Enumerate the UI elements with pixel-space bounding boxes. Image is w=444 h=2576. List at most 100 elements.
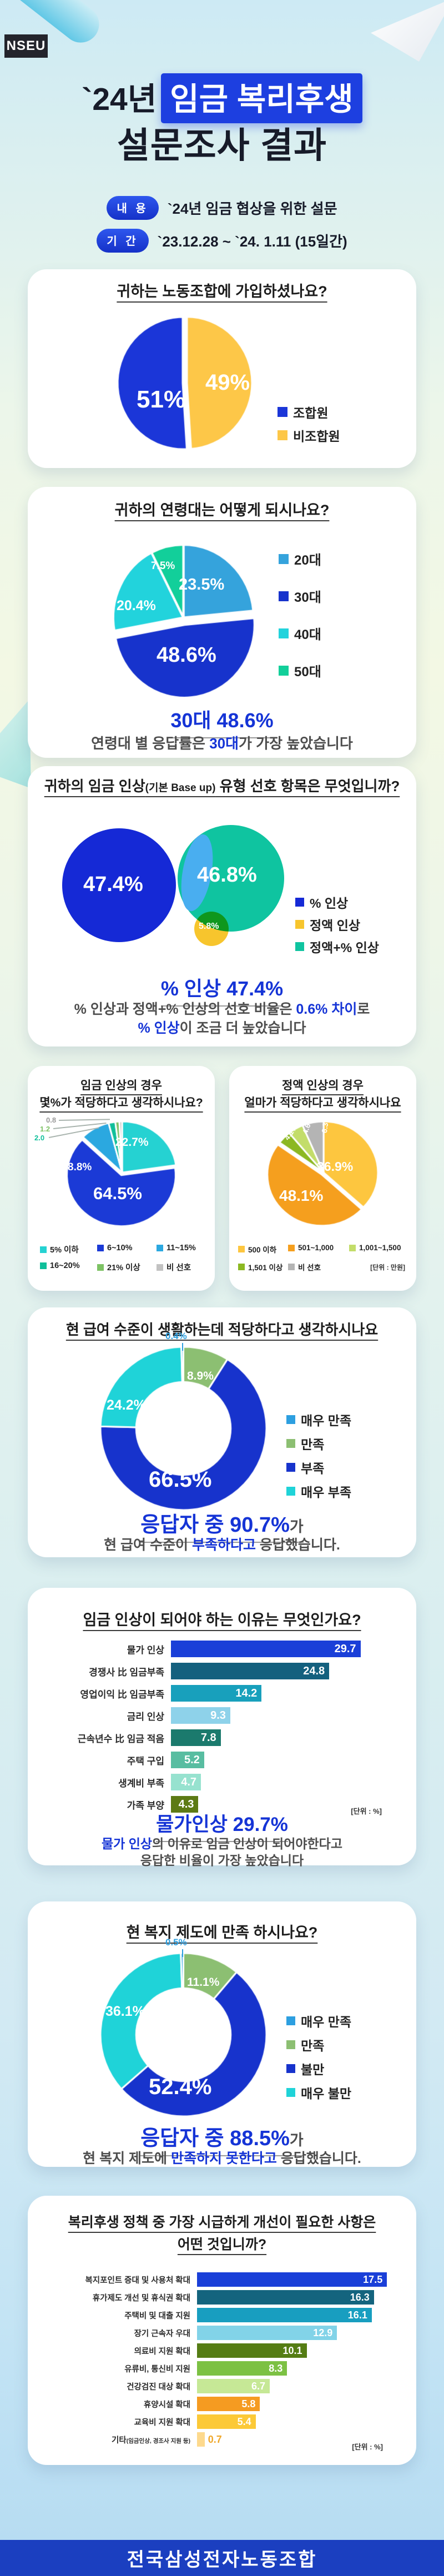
legend-percent-raise: % 인상 bbox=[295, 893, 348, 912]
legend-label-5under: 5% 이하 bbox=[50, 1246, 79, 1255]
raise-percent-pie-chart bbox=[63, 1117, 181, 1228]
legend-flat-raise: 정액 인상 bbox=[295, 915, 360, 934]
pie-label-member: 51% bbox=[137, 386, 186, 413]
conclusion-age-line: 연령대 별 응답률은 30대가 가장 높았습니다 bbox=[91, 735, 353, 752]
legend-label-veryshort: 매우 부족 bbox=[301, 1485, 352, 1500]
legend-swatch-500under bbox=[238, 1246, 245, 1252]
bar-row: 경쟁사 比 임금부족 24.8 bbox=[60, 1663, 362, 1679]
legend-swatch-w1 bbox=[286, 2016, 295, 2025]
legend-label-member: 조합원 bbox=[293, 406, 329, 420]
unit-note-reasons: [단위 : %] bbox=[351, 1807, 382, 1815]
legend-nonmember: 비조합원 bbox=[278, 426, 340, 445]
bar-row: 생계비 부족 4.7 bbox=[60, 1774, 362, 1790]
pie-label-16to20: 2.0 bbox=[34, 1134, 45, 1142]
legend-salary-2: 만족 bbox=[286, 1434, 324, 1453]
legend-swatch-6to10 bbox=[97, 1245, 104, 1251]
donut-label-verysat-w: 0.5% bbox=[165, 1937, 187, 1948]
raise-amount-pie-chart bbox=[265, 1117, 382, 1228]
salary-donut-chart bbox=[99, 1345, 268, 1512]
unit-note-improve: [단위 : %] bbox=[352, 2443, 383, 2451]
conclusion-reasons-headline: 물가인상 29.7% bbox=[28, 1809, 416, 1842]
legend-label-percent: % 인상 bbox=[310, 896, 349, 910]
legend-salary-4: 매우 부족 bbox=[286, 1482, 351, 1501]
legend-label-amt-nopref: 비 선호 bbox=[298, 1264, 321, 1272]
welfare-donut-chart bbox=[99, 1951, 268, 2118]
legend-label-1001to1500: 1,001~1,500 bbox=[359, 1244, 401, 1252]
donut-label-dissat-w: 52.4% bbox=[149, 2075, 212, 2099]
question-raise-amount: 정액 인상의 경우 얼마가 적당하다고 생각하시나요 bbox=[244, 1079, 401, 1109]
legend-swatch-nonmember bbox=[278, 430, 287, 440]
legend-swatch-w3 bbox=[286, 2064, 295, 2073]
legend-label-sat: 만족 bbox=[301, 1437, 325, 1452]
conclusion-raise-line1: % 인상과 정액+% 인상의 선호 비율은 0.6% 차이로 bbox=[74, 1002, 370, 1017]
donut-label-short: 66.5% bbox=[149, 1467, 212, 1492]
legend-raise-pct-row1b: 6~10% bbox=[97, 1244, 133, 1252]
legend-swatch-5under bbox=[40, 1246, 47, 1253]
question-salary: 현 급여 수준이 생활하는데 적당하다고 생각하시나요 bbox=[65, 1321, 379, 1338]
conclusion-welfare-headline: 응답자 중 88.5%가 bbox=[28, 2121, 416, 2156]
legend-swatch-sat bbox=[286, 1439, 295, 1448]
question-reasons: 임금 인상이 되어야 하는 이유는 무엇인가요? bbox=[83, 1612, 361, 1628]
donut-label-sat-w: 11.1% bbox=[187, 1976, 220, 1989]
legend-label-501to1000: 501~1,000 bbox=[298, 1244, 334, 1252]
legend-mixed-raise: 정액+% 인상 bbox=[295, 937, 379, 956]
legend-swatch-veryshort bbox=[286, 1487, 295, 1496]
title-highlight: 임금 복리후생 bbox=[161, 73, 362, 123]
question-improve: 복리후생 정책 중 가장 시급하게 개선이 필요한 사항은 어떤 것입니까? bbox=[68, 2215, 376, 2252]
info-row-content: 내 용 `24년 임금 협상을 위한 설문 bbox=[0, 196, 444, 220]
bubble-flat-raise bbox=[194, 912, 229, 946]
conclusion-salary-headline: 응답자 중 90.7%가 bbox=[28, 1507, 416, 1543]
legend-swatch-16to20 bbox=[40, 1262, 47, 1269]
conclusion-salary-line: 현 급여 수준이 부족하다고 응답했습니다. bbox=[104, 1537, 340, 1553]
bar-row: 휴양시설 확대 5.8 bbox=[58, 2397, 392, 2411]
legend-member: 조합원 bbox=[278, 402, 328, 421]
bar-row: 휴가제도 개선 및 휴식권 확대 16.3 bbox=[58, 2290, 392, 2305]
reasons-bar-chart: 물가 인상 29.7 경쟁사 比 임금부족 24.8 영업이익 比 임금부족 14.2… bbox=[60, 1641, 362, 1813]
card-union-membership: 귀하는 노동조합에 가입하셨나요? 51% 49% 조합원 비조합원 bbox=[28, 269, 416, 468]
card-welfare-improvements: 복리후생 정책 중 가장 시급하게 개선이 필요한 사항은 어떤 것입니까? 복… bbox=[28, 2196, 416, 2465]
bar-row: 장기 근속자 우대 12.9 bbox=[58, 2326, 392, 2340]
bar-row: 의료비 지원 확대 10.1 bbox=[58, 2343, 392, 2358]
paper-plane-icon bbox=[371, 0, 444, 62]
pie-label-6to10: 64.5% bbox=[93, 1184, 142, 1203]
legend-raise-pct-row2a: 16~20% bbox=[40, 1261, 80, 1270]
legend-label-flat: 정액 인상 bbox=[310, 918, 361, 933]
legend-swatch-w4 bbox=[286, 2088, 295, 2097]
legend-swatch-short bbox=[286, 1463, 295, 1472]
legend-swatch-1501over bbox=[238, 1264, 245, 1270]
info-text-period: `23.12.28 ~ `24. 1.11 (15일간) bbox=[157, 233, 347, 250]
card-raise-percent: 임금 인상의 경우 몇%가 적당하다고 생각하시나요? 22.7% 64.5% … bbox=[28, 1066, 215, 1291]
legend-label-nopref: 비 선호 bbox=[167, 1264, 191, 1272]
legend-swatch-flat bbox=[295, 920, 304, 929]
legend-label-16to20: 16~20% bbox=[50, 1261, 80, 1270]
legend-label-w1: 매우 만족 bbox=[301, 2015, 352, 2029]
improve-bar-chart: 복지포인트 증대 및 사용처 확대 17.5 휴가제도 개선 및 휴식권 확대 16… bbox=[58, 2272, 392, 2447]
legend-swatch-40s bbox=[279, 628, 289, 638]
legend-swatch-percent bbox=[295, 898, 304, 907]
conclusion-raise-headline: % 인상 47.4% bbox=[28, 973, 416, 1007]
bar-row: 주택 구입 5.2 bbox=[60, 1752, 362, 1768]
card-age-group: 귀하의 연령대는 어떻게 되시나요? 23.5% 7.5% 20.4% 48.6… bbox=[28, 487, 416, 758]
legend-swatch-50s bbox=[279, 665, 289, 676]
pie-label-20s: 23.5% bbox=[179, 576, 225, 593]
title-year: `24년 bbox=[82, 82, 157, 117]
legend-label-6to10: 6~10% bbox=[107, 1244, 133, 1252]
legend-label-11to15: 11~15% bbox=[167, 1244, 196, 1252]
bar-row: 근속년수 比 임금 적음 7.8 bbox=[60, 1729, 362, 1746]
card-salary-satisfaction: 현 급여 수준이 생활하는데 적당하다고 생각하시나요 0.4% 8.9% 24… bbox=[28, 1307, 416, 1557]
legend-welfare-2: 만족 bbox=[286, 2035, 324, 2054]
pie-label-nopref: 0.8 bbox=[46, 1116, 57, 1124]
bar-label-note: (임금인상, 경조사 지원 등) bbox=[126, 2437, 190, 2444]
info-label-content: 내 용 bbox=[107, 196, 159, 220]
conclusion-raise-line2: % 인상이 조금 더 높았습니다 bbox=[138, 1020, 306, 1036]
legend-amt-row1c: 1,001~1,500 bbox=[349, 1244, 401, 1252]
bubble-label-percent: 47.4% bbox=[83, 873, 143, 896]
legend-amt-row2b: 비 선호 bbox=[288, 1261, 321, 1272]
legend-swatch-w2 bbox=[286, 2040, 295, 2049]
legend-salary-3: 부족 bbox=[286, 1458, 324, 1477]
legend-40s: 40대 bbox=[279, 623, 321, 643]
legend-swatch-amt-nopref bbox=[288, 1264, 295, 1270]
info-text-content: `24년 임금 협상을 위한 설문 bbox=[167, 200, 337, 217]
pie-label-40s: 20.4% bbox=[117, 598, 156, 613]
